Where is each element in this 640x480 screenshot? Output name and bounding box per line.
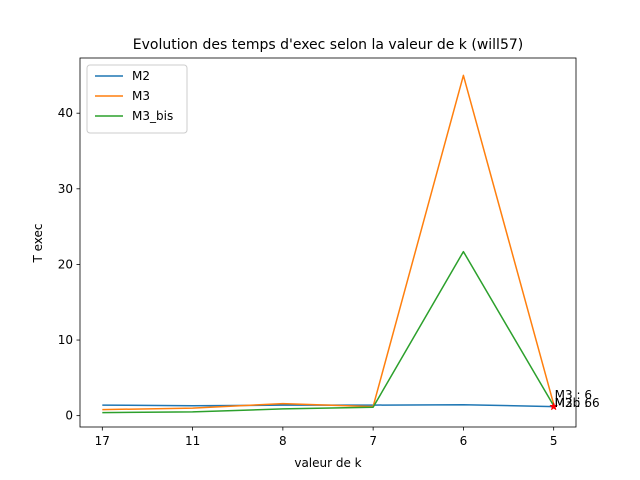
x-tick-label: 5 [550, 434, 558, 448]
x-axis: 17 11 8 7 6 5 [95, 427, 558, 448]
y-tick-label: 40 [58, 106, 73, 120]
point-annotation: M3 : 6 [555, 388, 592, 402]
y-tick-label: 20 [58, 257, 73, 271]
legend-label: M3_bis [132, 109, 173, 123]
x-tick-label: 11 [185, 434, 200, 448]
y-axis: 0 10 20 30 40 [58, 106, 80, 423]
plot-frame [79, 57, 577, 428]
legend-label: M3 [132, 89, 150, 103]
series-line-m3-bis [102, 250, 555, 414]
chart-title: Evolution des temps d'exec selon la vale… [133, 37, 523, 53]
x-tick-label: 6 [460, 434, 468, 448]
marker-layer [549, 401, 559, 411]
x-tick-label: 17 [95, 434, 110, 448]
series-line-m3 [102, 74, 555, 411]
y-tick-label: 30 [58, 182, 73, 196]
point-annotation: M3b : 6 [555, 396, 600, 410]
x-axis-label: valeur de k [294, 456, 361, 470]
x-tick-label: 8 [279, 434, 287, 448]
legend-label: M2 [132, 69, 150, 83]
x-tick-label: 7 [369, 434, 377, 448]
series-layer [102, 74, 555, 414]
y-tick-label: 0 [65, 409, 73, 423]
y-tick-label: 10 [58, 333, 73, 347]
y-axis-label: T exec [31, 223, 45, 263]
legend: M2 M3 M3_bis [86, 64, 188, 134]
point-annotation: M2 : 6 [555, 396, 592, 410]
point-marker [549, 401, 559, 411]
